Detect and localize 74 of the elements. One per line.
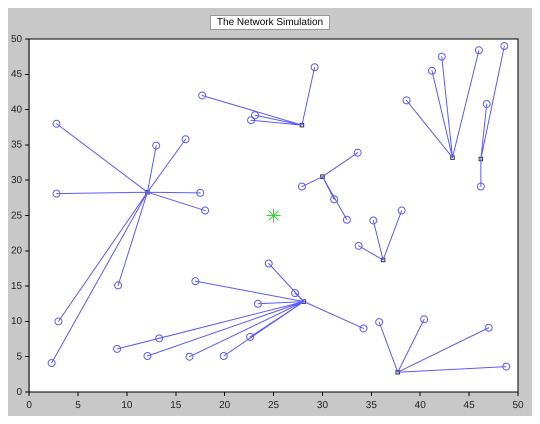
x-tick-label: 25 — [268, 400, 280, 411]
point — [360, 324, 368, 332]
y-tick-label: 15 — [11, 280, 23, 292]
y-tick-label: 10 — [11, 316, 23, 328]
point — [395, 370, 400, 374]
point — [247, 116, 256, 124]
y-tick-label: 40 — [11, 104, 23, 116]
point — [52, 120, 60, 128]
point — [191, 277, 200, 286]
point — [113, 344, 122, 353]
y-tick-label: 30 — [11, 174, 23, 186]
point — [500, 42, 508, 50]
y-tick-label: 0 — [16, 386, 23, 398]
point — [196, 188, 204, 197]
point — [330, 195, 338, 204]
point — [450, 155, 455, 160]
y-tick-label: 25 — [11, 210, 23, 222]
point — [502, 362, 510, 371]
point — [266, 208, 282, 223]
point — [310, 63, 319, 72]
x-tick-label: 35 — [366, 400, 378, 411]
point — [48, 359, 56, 368]
x-tick-label: 15 — [170, 400, 182, 411]
point — [380, 258, 386, 262]
point — [438, 52, 446, 61]
point — [246, 332, 254, 341]
point — [152, 142, 160, 150]
point — [420, 315, 428, 324]
point — [302, 299, 306, 304]
y-tick-label: 20 — [11, 246, 23, 257]
y-tick-label: 35 — [11, 140, 23, 151]
x-tick-label: 45 — [464, 400, 476, 411]
point — [320, 174, 325, 179]
point — [482, 100, 491, 108]
chart-title: The Network Simulation — [210, 15, 330, 30]
x-tick-label: 10 — [121, 400, 133, 411]
point — [155, 334, 164, 342]
point — [354, 242, 363, 250]
point — [428, 66, 436, 75]
point — [402, 96, 411, 104]
point — [264, 260, 273, 268]
y-tick-label: 50 — [11, 34, 23, 45]
point — [198, 91, 206, 100]
point — [185, 352, 194, 361]
point — [476, 182, 485, 191]
point — [145, 190, 150, 194]
x-tick-label: 0 — [26, 400, 32, 411]
x-tick-label: 40 — [414, 400, 426, 411]
point — [201, 206, 210, 215]
point — [250, 111, 259, 120]
point — [291, 289, 300, 298]
x-tick-label: 30 — [316, 400, 328, 411]
point — [474, 46, 483, 54]
point — [52, 190, 60, 198]
x-tick-label: 5 — [75, 400, 82, 411]
point — [182, 135, 190, 144]
point — [369, 216, 378, 224]
point — [484, 324, 493, 332]
point — [254, 300, 262, 308]
point — [398, 206, 406, 215]
point — [54, 317, 62, 326]
point — [375, 318, 384, 326]
y-tick-label: 5 — [16, 351, 23, 362]
point — [342, 216, 351, 224]
x-tick-label: 50 — [512, 400, 524, 411]
point — [143, 352, 152, 360]
point — [300, 122, 304, 128]
point — [298, 182, 306, 191]
point — [220, 352, 228, 360]
point — [354, 148, 362, 157]
point — [478, 156, 484, 162]
y-tick-label: 45 — [11, 69, 23, 80]
x-tick-label: 20 — [219, 400, 231, 411]
point — [114, 281, 122, 290]
